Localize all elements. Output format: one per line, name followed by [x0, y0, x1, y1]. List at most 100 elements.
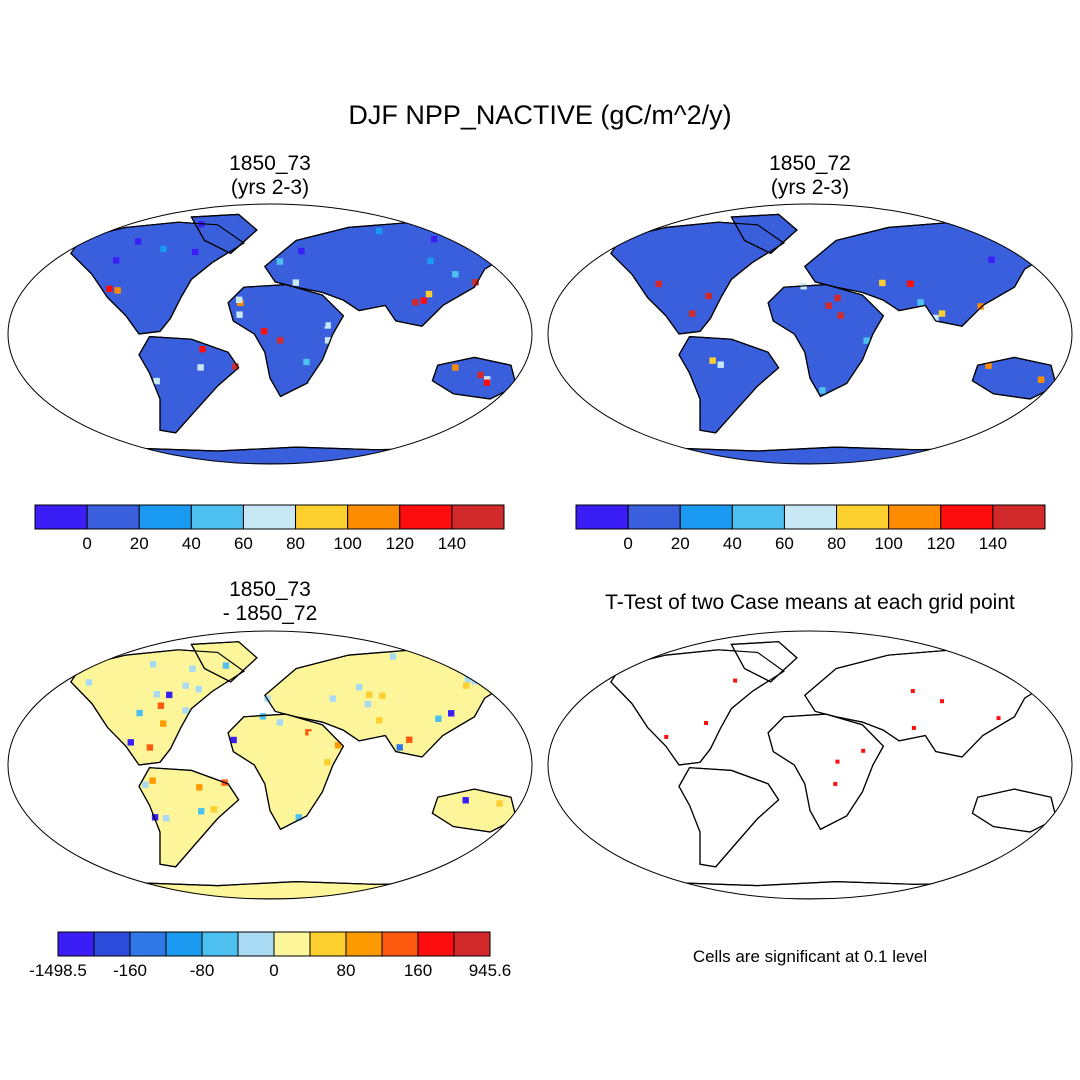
grid-cell: [396, 744, 403, 751]
colorbar-diff-tick-label: 160: [404, 961, 432, 980]
grid-cell: [280, 707, 288, 714]
grid-cell: [365, 691, 373, 699]
grid-cell: [85, 679, 93, 686]
grid-cell: [688, 310, 696, 317]
colorbar-abs-left-tick-label: 20: [130, 534, 149, 553]
grid-cell: [160, 720, 167, 727]
map-border: [7, 203, 533, 465]
signif-cell: [910, 689, 915, 694]
grid-cell: [834, 294, 841, 302]
colorbar-abs-right-tick-label: 20: [671, 534, 690, 553]
signif-cell: [733, 678, 738, 683]
coastline-northAmerica: [70, 649, 245, 766]
grid-cell: [189, 665, 196, 672]
grid-cell: [425, 290, 433, 298]
grid-cell: [210, 806, 218, 813]
coastline-northAmerica: [610, 221, 785, 335]
colorbar-abs-right-swatch: [836, 504, 890, 530]
grid-cell: [879, 279, 886, 287]
coastline-australia: [971, 788, 1057, 833]
colorbar-diff-swatch: [57, 931, 95, 957]
colorbar-abs-left-swatch: [399, 504, 453, 530]
grid-cell: [496, 800, 503, 807]
grid-cell: [182, 682, 190, 689]
grid-cell: [1037, 376, 1045, 383]
coastline-africa: [767, 713, 885, 831]
colorbar-diff-tick-label: -80: [190, 961, 215, 980]
colorbar-abs-left-tick-label: 120: [386, 534, 414, 553]
grid-cell: [917, 299, 924, 306]
signif-cell: [1022, 667, 1027, 672]
coastline-northAmerica: [70, 221, 245, 335]
grid-cell: [483, 376, 491, 383]
colorbar-abs-left-tick-label: 40: [182, 534, 201, 553]
colorbar-abs-right-swatch: [731, 504, 785, 530]
grid-cell: [149, 777, 156, 784]
coastline-southAmerica: [678, 335, 780, 434]
grid-cell: [153, 377, 160, 385]
signif-cell: [664, 734, 669, 739]
grid-cell: [389, 653, 397, 660]
coastline-europeAsia: [264, 649, 513, 758]
grid-cell: [430, 235, 438, 243]
grid-cell: [232, 363, 239, 370]
grid-cell: [276, 258, 284, 265]
grid-cell: [198, 808, 205, 815]
coastline-africa: [227, 713, 345, 831]
signif-cell: [704, 720, 709, 725]
grid-cell: [452, 271, 459, 278]
panel3-title: 1850_73 - 1850_72: [170, 578, 370, 626]
colorbar-diff-swatch: [453, 931, 491, 957]
grid-cell: [222, 662, 230, 669]
grid-cell: [412, 299, 419, 306]
coastline-greenland: [730, 641, 798, 683]
coastline-northAmerica: [610, 649, 785, 766]
grid-cell: [376, 717, 383, 724]
signif-cell: [861, 748, 866, 753]
coastline-australia: [431, 356, 518, 400]
grid-cell: [705, 292, 712, 300]
colorbar-abs-right-tick-label: 40: [723, 534, 742, 553]
grid-cell: [127, 739, 134, 746]
panel2-title: 1850_72 (yrs 2-3): [710, 152, 910, 200]
grid-cell: [276, 337, 284, 344]
grid-cell: [324, 759, 331, 766]
grid-cell: [329, 695, 336, 702]
grid-cell: [153, 691, 160, 698]
grid-cell: [334, 742, 342, 749]
colorbar-abs-right-tick-label: 120: [927, 534, 955, 553]
colorbar-diff-tick-label: -160: [113, 961, 147, 980]
grid-cell: [462, 682, 470, 689]
signif-cell: [833, 781, 838, 786]
coastline-southAmerica: [138, 767, 240, 868]
colorbar-abs-left-swatch: [242, 504, 297, 530]
grid-cell: [477, 371, 484, 379]
grid-cell: [988, 256, 995, 263]
coastline-australia: [431, 788, 517, 833]
coastline-europeAsia: [804, 221, 1053, 327]
grid-cell: [308, 731, 315, 738]
grid-cell: [166, 691, 173, 699]
grid-cell: [985, 362, 992, 369]
colorbar-diff-swatch: [309, 931, 347, 957]
grid-cell: [932, 314, 939, 322]
colorbar-diff-swatch: [93, 931, 131, 957]
coastline-southAmerica: [678, 767, 780, 868]
colorbar-abs-right-swatch: [940, 504, 994, 530]
grid-cell: [379, 692, 386, 699]
grid-cell: [464, 676, 472, 683]
panel4-title: T-Test of two Case means at each grid po…: [605, 591, 1015, 614]
colorbar-diff-swatch: [165, 931, 203, 957]
grid-cell: [114, 287, 121, 294]
grid-cell: [356, 684, 363, 691]
colorbar-abs-left-swatch: [86, 504, 140, 530]
grid-cell: [302, 377, 309, 384]
colorbar-diff-swatch: [381, 931, 419, 957]
grid-cell: [149, 771, 157, 778]
colorbar-abs-left-swatch: [138, 504, 192, 530]
grid-cell: [235, 296, 243, 304]
grid-cell: [306, 781, 314, 788]
grid-cell: [298, 247, 305, 255]
colorbar-abs-left-tick-label: 80: [286, 534, 305, 553]
